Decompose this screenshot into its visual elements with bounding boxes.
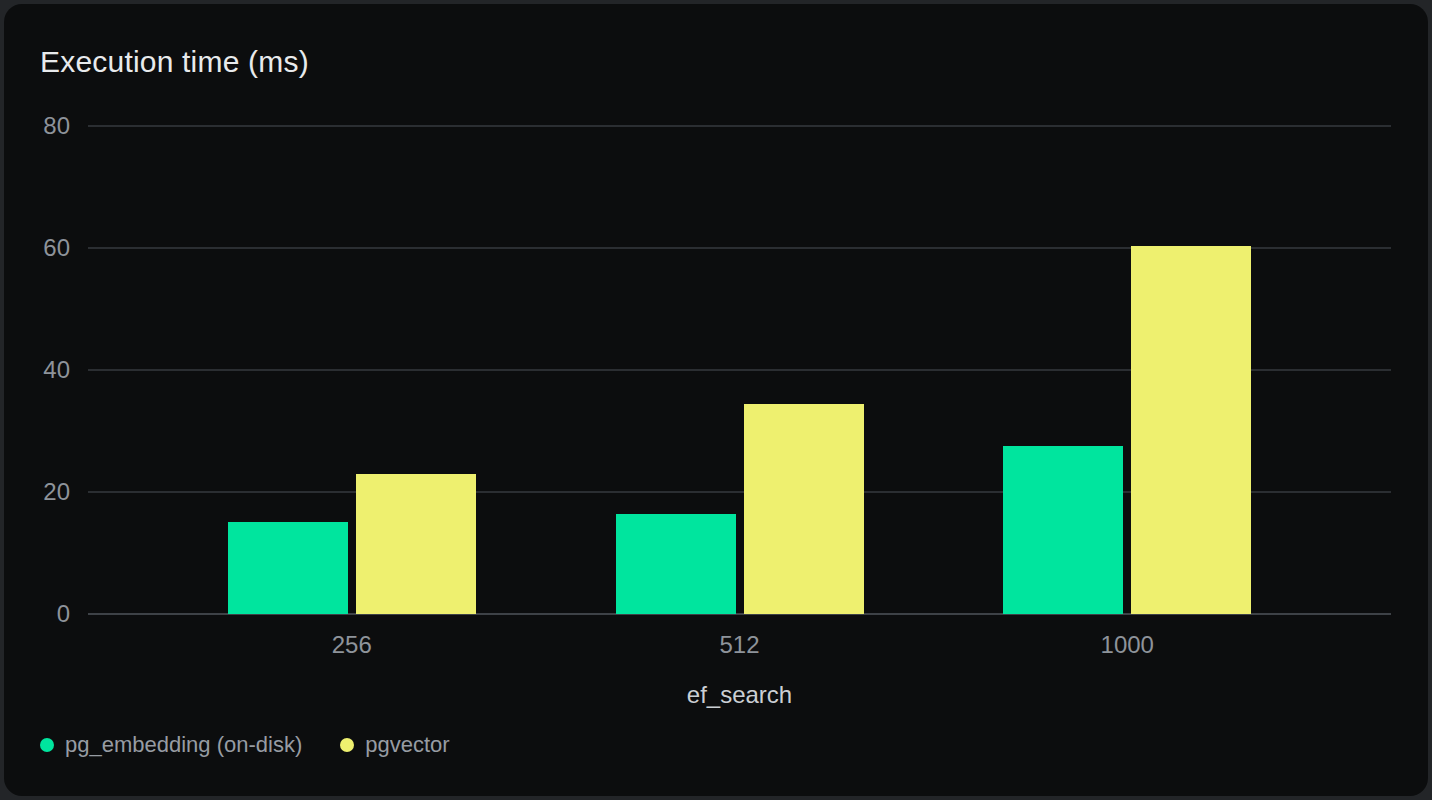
x-axis-title: ef_search [88,681,1391,709]
x-tick-label-512: 512 [616,631,864,659]
y-tick-label-80: 80 [43,112,70,140]
bar-group-512 [616,126,864,614]
bar-pgvector-256 [356,474,476,614]
y-tick-label-0: 0 [57,600,70,628]
legend-item-pgvector: pgvector [340,732,449,758]
x-axis-labels: 256 512 1000 [88,631,1391,659]
bars-area [88,126,1391,614]
bar-pgvector-1000 [1131,246,1251,614]
legend-item-pg_embedding: pg_embedding (on-disk) [40,732,302,758]
y-tick-label-20: 20 [43,478,70,506]
y-axis-labels: 020406080 [4,126,70,614]
bar-pg_embedding-1000 [1003,446,1123,614]
bar-group-256 [228,126,476,614]
bar-group-1000 [1003,126,1251,614]
legend-label: pg_embedding (on-disk) [65,732,302,758]
plot-area [88,126,1391,614]
y-tick-label-60: 60 [43,234,70,262]
chart-title: Execution time (ms) [40,44,309,80]
y-tick-label-40: 40 [43,356,70,384]
chart-card: Execution time (ms) 0 20 40 60 80 256 512 1000… [4,4,1428,796]
legend-dot-icon [340,738,354,752]
bar-pg_embedding-256 [228,522,348,614]
bar-pg_embedding-512 [616,514,736,614]
x-tick-label-256: 256 [228,631,476,659]
legend-label: pgvector [365,732,449,758]
x-tick-label-1000: 1000 [1003,631,1251,659]
bar-pgvector-512 [744,404,864,614]
legend: pg_embedding (on-disk) pgvector [40,732,450,758]
legend-dot-icon [40,738,54,752]
